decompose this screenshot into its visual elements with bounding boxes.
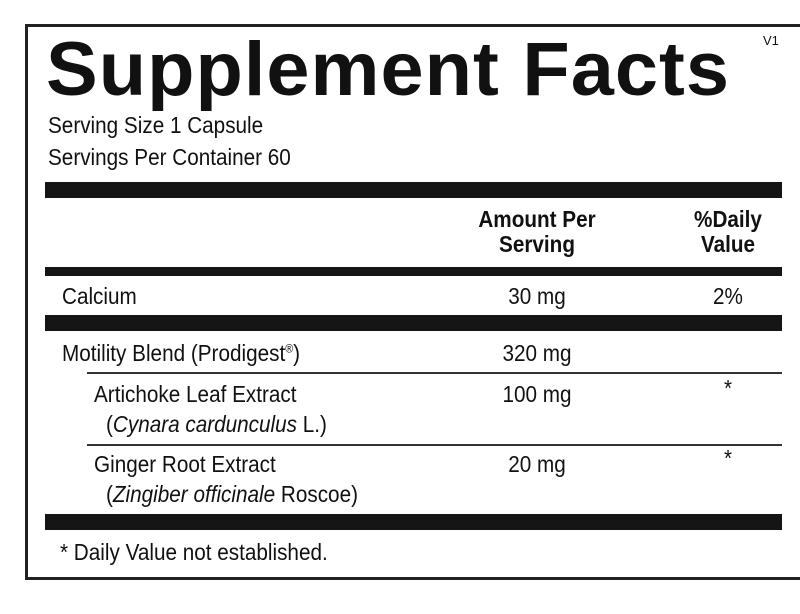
latin-suffix: L.)	[297, 411, 327, 437]
latin-name: Cynara cardunculus	[112, 411, 298, 437]
ingredient-amount: 20 mg	[508, 451, 566, 477]
amount-header: Amount Per Serving	[474, 207, 600, 257]
amount-header-line: Serving	[499, 231, 575, 257]
servings-per-container: Servings Per Container 60	[48, 144, 291, 170]
footnote: * Daily Value not established.	[60, 539, 328, 565]
amount-header-line: Amount Per	[478, 206, 596, 232]
dv-header-line: %Daily	[694, 206, 762, 232]
ingredient-amount: 30 mg	[508, 283, 566, 309]
page-title: Supplement Facts	[46, 27, 730, 112]
ingredient-dv: *	[723, 375, 733, 401]
supplement-facts-panel	[25, 24, 800, 580]
thick-divider	[45, 514, 782, 530]
medium-divider	[45, 267, 782, 276]
latin-suffix: Roscoe)	[275, 481, 358, 507]
ingredient-dv: 2%	[713, 283, 743, 309]
ingredient-name: Artichoke Leaf Extract	[94, 381, 297, 407]
ingredient-latin: (Zingiber officinale Roscoe)	[106, 481, 358, 507]
ingredient-name: Calcium	[62, 283, 137, 309]
ingredient-amount: 320 mg	[502, 340, 572, 366]
thin-divider	[87, 444, 782, 446]
blend-name-end: )	[293, 340, 301, 366]
daily-value-header: %Daily Value	[665, 207, 791, 257]
ingredient-dv: *	[723, 445, 733, 471]
serving-size: Serving Size 1 Capsule	[48, 112, 264, 138]
blend-name: Motility Blend (Prodigest	[62, 340, 286, 366]
thin-divider	[87, 372, 782, 374]
ingredient-name: Motility Blend (Prodigest®)	[62, 340, 300, 367]
version-label: V1	[763, 33, 779, 48]
ingredient-latin: (Cynara cardunculus L.)	[106, 411, 327, 437]
ingredient-amount: 100 mg	[502, 381, 572, 407]
ingredient-name: Ginger Root Extract	[94, 451, 276, 477]
registered-mark: ®	[285, 341, 294, 356]
thick-divider	[45, 315, 782, 331]
thick-divider	[45, 182, 782, 198]
dv-header-line: Value	[700, 231, 756, 257]
latin-name: Zingiber officinale	[112, 481, 276, 507]
